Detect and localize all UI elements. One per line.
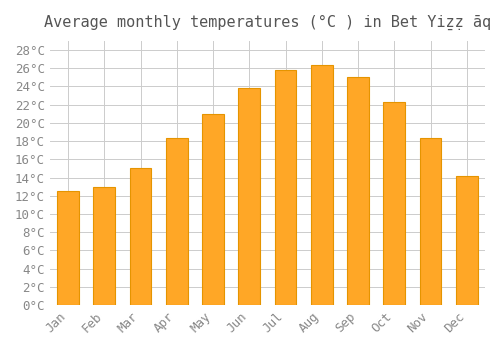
Bar (456, 176, 477, 305)
Title: Average monthly temperatures (°C ) in Bet Yiẕẓ āq: Average monthly temperatures (°C ) in Be… (44, 15, 491, 30)
Bar (94, 187, 115, 305)
Bar (384, 102, 405, 305)
Bar (202, 114, 224, 305)
Bar (420, 138, 442, 305)
Bar (347, 77, 369, 305)
Bar (166, 138, 188, 305)
Bar (238, 88, 260, 305)
Bar (311, 65, 332, 305)
Bar (57, 191, 79, 305)
Bar (130, 168, 152, 305)
Bar (274, 70, 296, 305)
